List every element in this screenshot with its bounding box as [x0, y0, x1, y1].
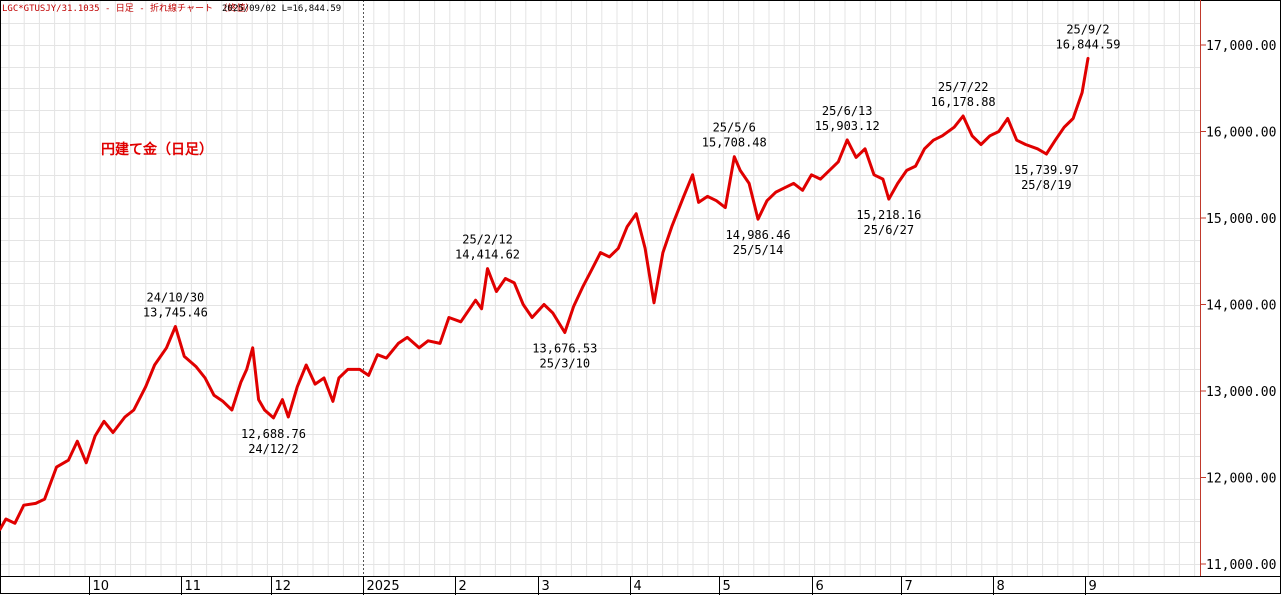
y-tick-label: 17,000.00 — [1206, 39, 1276, 54]
horizontal-gridlines — [0, 23, 1200, 565]
annotation-line-1: 15,739.97 — [1014, 163, 1079, 177]
x-tick-label: 12 — [275, 579, 292, 594]
y-tick-label: 16,000.00 — [1206, 126, 1276, 141]
x-tick-label: 5 — [723, 579, 731, 594]
annotation-line-1: 14,986.46 — [726, 228, 791, 242]
annotation-line-2: 14,414.62 — [455, 248, 520, 262]
chart-title: 円建て金（日足） — [101, 141, 213, 158]
y-tick-label: 15,000.00 — [1206, 212, 1276, 227]
annotation-line-2: 16,178.88 — [931, 95, 996, 109]
annotation-line-2: 24/12/2 — [248, 442, 299, 456]
y-tick-label: 12,000.00 — [1206, 472, 1276, 487]
x-tick-label: 11 — [185, 579, 202, 594]
annotation-line-2: 25/8/19 — [1021, 178, 1072, 192]
annotation-line-1: 24/10/30 — [146, 291, 204, 305]
x-tick-label: 10 — [93, 579, 110, 594]
x-tick-label: 3 — [542, 579, 550, 594]
annotation-line-1: 12,688.76 — [241, 427, 306, 441]
annotation-line-2: 25/5/14 — [733, 243, 784, 257]
annotation-line-2: 15,708.48 — [702, 136, 767, 150]
header-meta: 2025/09/02 L=16,844.59 — [222, 4, 341, 14]
y-axis-ticks: 11,000.00 12,000.00 13,000.00 14,000.00 15,0… — [1200, 39, 1276, 573]
annotation-line-1: 13,676.53 — [532, 341, 597, 355]
annotation-line-2: 13,745.46 — [143, 306, 208, 320]
annotation-line-2: 16,844.59 — [1055, 37, 1120, 51]
x-tick-label: 6 — [816, 579, 824, 594]
y-tick-label: 14,000.00 — [1206, 299, 1276, 314]
annotation-line-2: 25/6/27 — [864, 223, 915, 237]
x-axis-ticks: 10 11 12 2025 2 3 4 5 6 7 8 9 — [89, 576, 1097, 595]
x-tick-label: 9 — [1089, 579, 1097, 594]
x-tick-label: 2 — [459, 579, 467, 594]
annotation-line-1: 25/7/22 — [938, 80, 989, 94]
header-code: LGC*GTUSJY/31.1035 - 日足 - 折れ線チャート （終値） — [2, 2, 254, 14]
x-tick-label: 7 — [905, 579, 913, 594]
x-tick-label: 4 — [634, 579, 642, 594]
price-series-line — [0, 56, 1090, 531]
x-tick-label: 8 — [997, 579, 1005, 594]
annotation-line-1: 25/2/12 — [462, 233, 513, 247]
annotation-line-2: 15,903.12 — [815, 119, 880, 133]
annotation-line-1: 15,218.16 — [856, 208, 921, 222]
annotation-line-1: 25/6/13 — [822, 104, 873, 118]
annotation-line-2: 25/3/10 — [540, 356, 591, 370]
y-tick-label: 11,000.00 — [1206, 558, 1276, 573]
annotation-line-1: 25/9/2 — [1066, 22, 1109, 36]
annotation-line-1: 25/5/6 — [713, 121, 756, 135]
vertical-gridlines — [8, 0, 1196, 576]
y-tick-label: 13,000.00 — [1206, 385, 1276, 400]
x-tick-label: 2025 — [367, 579, 400, 594]
